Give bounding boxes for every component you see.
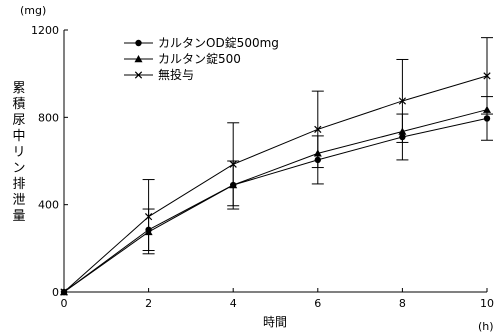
data-point-2 bbox=[60, 288, 68, 296]
series-markers bbox=[60, 72, 491, 296]
x-tick-label-5: 10 bbox=[480, 297, 494, 310]
data-point-0 bbox=[483, 115, 491, 122]
x-tick-label-1: 2 bbox=[145, 297, 152, 310]
x-unit-label: (h) bbox=[478, 320, 494, 333]
data-point-1 bbox=[398, 127, 407, 135]
x-tick-label-2: 4 bbox=[230, 297, 237, 310]
y-tick-label-1: 400 bbox=[38, 199, 59, 212]
y-axis-title-char: 累 bbox=[12, 81, 25, 96]
data-point-1 bbox=[313, 149, 322, 157]
data-point-2 bbox=[398, 97, 407, 105]
x-axis-title: 時間 bbox=[263, 315, 287, 329]
data-point-0 bbox=[399, 133, 406, 141]
axes bbox=[63, 30, 487, 293]
x-tick-label-0: 0 bbox=[61, 297, 68, 310]
y-axis-title-char: 量 bbox=[12, 209, 25, 224]
data-point-2 bbox=[314, 125, 322, 133]
x-tick-label-3: 6 bbox=[314, 297, 321, 310]
data-point-1 bbox=[229, 181, 238, 189]
series-line-2 bbox=[63, 75, 488, 293]
legend-marker-2 bbox=[134, 71, 143, 79]
data-point-2 bbox=[229, 160, 237, 168]
y-unit-label: (mg) bbox=[20, 4, 46, 17]
legend-marker-0 bbox=[135, 39, 142, 47]
legend-label-0: カルタンOD錠500mg bbox=[158, 35, 279, 50]
y-axis-title-char: 排 bbox=[12, 177, 25, 192]
y-axis-title-char: ン bbox=[12, 161, 25, 176]
series-line-1 bbox=[63, 109, 488, 293]
data-point-0 bbox=[314, 156, 321, 164]
legend-label-2: 無投与 bbox=[158, 67, 194, 82]
y-tick-label-2: 800 bbox=[38, 111, 59, 124]
y-tick-label-3: 1200 bbox=[31, 24, 59, 37]
y-axis-title-char: 積 bbox=[12, 97, 25, 112]
y-axis-title-char: リ bbox=[12, 145, 25, 160]
data-point-1 bbox=[483, 105, 491, 113]
data-point-2 bbox=[144, 213, 153, 221]
legend-label-1: カルタン錠500 bbox=[158, 51, 241, 66]
data-point-2 bbox=[483, 72, 491, 80]
ticks: 0 2 4 6 8 10 0 400 800 1200 bbox=[31, 24, 494, 310]
series-line-0 bbox=[63, 117, 488, 293]
y-axis-title-char: 尿 bbox=[12, 113, 25, 128]
x-tick-label-4: 8 bbox=[399, 297, 406, 310]
legend-marker-1 bbox=[134, 55, 143, 63]
error-bars bbox=[142, 37, 493, 255]
data-point-1 bbox=[144, 227, 153, 236]
y-tick-label-0: 0 bbox=[52, 286, 59, 299]
y-axis-title-char: 中 bbox=[12, 129, 25, 144]
series-lines bbox=[63, 75, 488, 293]
y-axis-title-char: 泄 bbox=[12, 193, 25, 208]
